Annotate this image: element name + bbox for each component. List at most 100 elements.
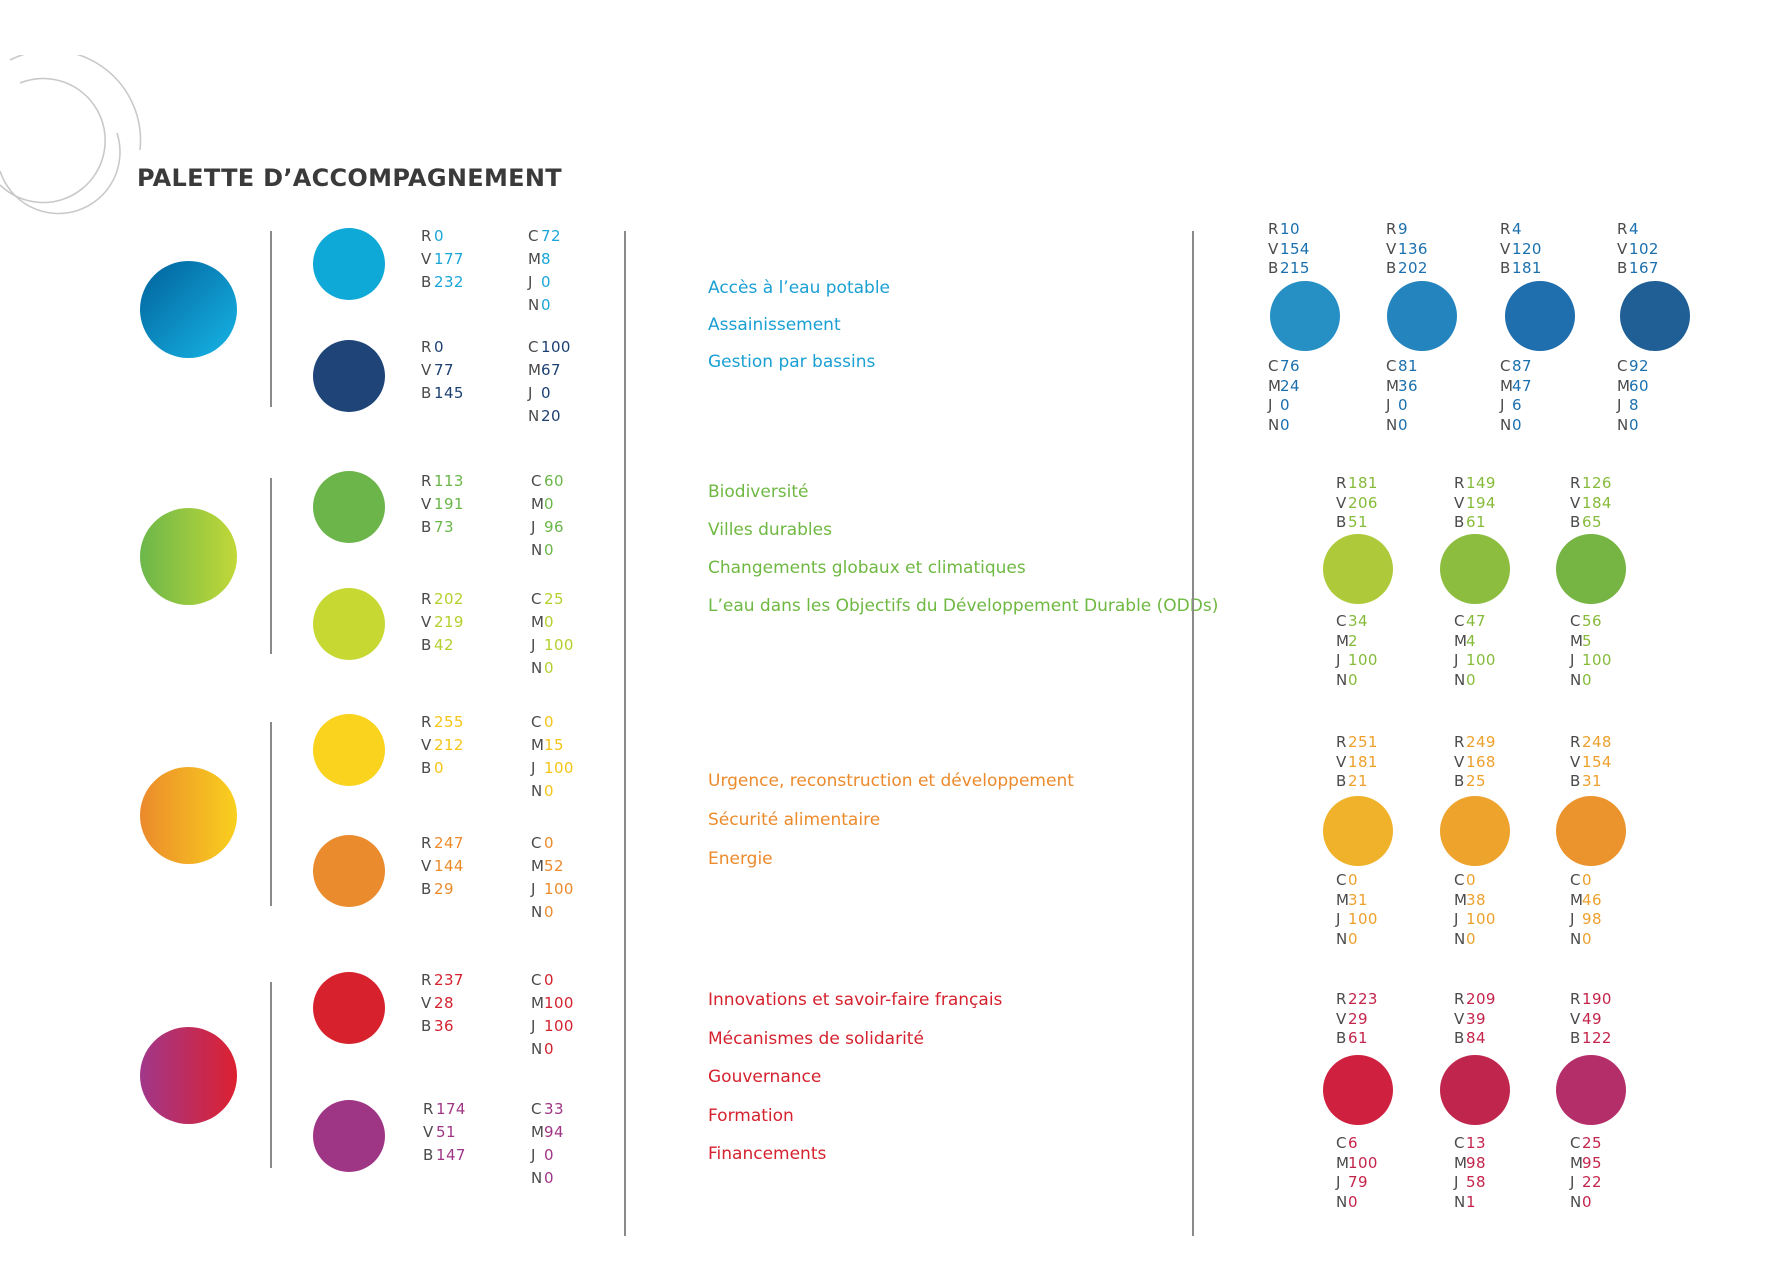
value-key: M bbox=[531, 736, 545, 754]
value-number: 87 bbox=[1512, 357, 1532, 375]
value-row: N0 bbox=[1570, 671, 1612, 691]
value-number: 5 bbox=[1582, 631, 1592, 650]
value-number: 0 bbox=[1582, 1192, 1592, 1211]
value-row: B31 bbox=[1570, 772, 1612, 792]
value-number: 92 bbox=[1629, 357, 1649, 375]
topic-label: Financements bbox=[708, 1144, 827, 1164]
shade-swatch bbox=[1440, 534, 1510, 604]
value-row: J 100 bbox=[1570, 651, 1612, 671]
value-row: N0 bbox=[528, 294, 561, 317]
topic-label: Assainissement bbox=[708, 315, 841, 335]
value-row: R181 bbox=[1336, 474, 1378, 494]
value-number: 0 bbox=[1348, 1192, 1358, 1211]
value-key: R bbox=[1570, 990, 1581, 1008]
value-number: 4 bbox=[1629, 220, 1639, 238]
value-number: 100 bbox=[541, 338, 571, 356]
value-row: N0 bbox=[1570, 1193, 1602, 1213]
value-key: B bbox=[421, 759, 432, 777]
value-row: M0 bbox=[531, 611, 574, 634]
value-number: 0 bbox=[544, 1040, 554, 1058]
value-key: M bbox=[1336, 890, 1350, 909]
value-row: N0 bbox=[531, 539, 564, 562]
value-number: 25 bbox=[1582, 1134, 1602, 1152]
value-row: J 100 bbox=[1454, 910, 1496, 930]
value-key: M bbox=[531, 613, 545, 631]
value-key: V bbox=[421, 495, 432, 513]
shade-rvb-values: R190 V49 B122 bbox=[1570, 990, 1612, 1049]
value-row: N0 bbox=[1268, 416, 1300, 436]
value-key: B bbox=[1500, 259, 1511, 277]
shade-swatch bbox=[1620, 281, 1690, 351]
shade-rvb-values: R10 V154 B215 bbox=[1268, 220, 1310, 279]
shade-rvb-values: R4 V102 B167 bbox=[1617, 220, 1659, 279]
shade-rvb-values: R9 V136 B202 bbox=[1386, 220, 1428, 279]
value-number: 28 bbox=[434, 994, 454, 1012]
value-row: R 113 bbox=[421, 470, 464, 493]
value-row: R10 bbox=[1268, 220, 1310, 240]
value-number: 0 bbox=[1582, 871, 1592, 889]
value-number: 0 bbox=[1398, 396, 1408, 414]
group-bracket-line bbox=[270, 982, 272, 1168]
cmjn-values: C 0 M15 J 100 N0 bbox=[531, 711, 574, 803]
value-row: M2 bbox=[1336, 632, 1378, 652]
value-key: R bbox=[1454, 733, 1465, 751]
value-row: B 42 bbox=[421, 634, 464, 657]
value-number: 100 bbox=[1466, 651, 1496, 669]
value-row: M38 bbox=[1454, 891, 1496, 911]
value-row: M100 bbox=[531, 992, 574, 1015]
group-gradient-circle bbox=[140, 767, 237, 864]
value-number: 42 bbox=[434, 636, 454, 654]
value-key: M bbox=[531, 1123, 545, 1141]
value-number: 100 bbox=[544, 994, 574, 1012]
value-number: 0 bbox=[1348, 670, 1358, 689]
value-number: 33 bbox=[544, 1100, 564, 1118]
value-number: 0 bbox=[544, 782, 554, 800]
value-number: 194 bbox=[1466, 493, 1496, 512]
value-key: B bbox=[1268, 259, 1279, 277]
value-key: J bbox=[1570, 651, 1575, 669]
value-key: V bbox=[1617, 239, 1628, 258]
shade-swatch bbox=[1270, 281, 1340, 351]
value-number: 0 bbox=[1582, 670, 1592, 689]
value-row: V 144 bbox=[421, 855, 464, 878]
value-key: M bbox=[1570, 890, 1584, 909]
value-number: 181 bbox=[1348, 752, 1378, 771]
value-key: J bbox=[1336, 651, 1341, 669]
topic-label: Gestion par bassins bbox=[708, 352, 876, 372]
value-number: 6 bbox=[1348, 1134, 1358, 1152]
value-row: V 177 bbox=[421, 248, 464, 271]
value-number: 79 bbox=[1348, 1173, 1368, 1191]
value-row: N0 bbox=[531, 780, 574, 803]
group-bracket-line bbox=[270, 722, 272, 906]
value-number: 0 bbox=[544, 971, 554, 989]
value-row: V181 bbox=[1336, 753, 1378, 773]
value-key: J bbox=[528, 384, 533, 402]
value-key: N bbox=[1268, 415, 1280, 434]
value-row: V120 bbox=[1500, 240, 1542, 260]
value-row: J 79 bbox=[1336, 1173, 1378, 1193]
value-row: J 58 bbox=[1454, 1173, 1486, 1193]
shade-cmjn-values: C81 M36 J 0 N0 bbox=[1386, 357, 1418, 435]
value-row: N0 bbox=[1454, 930, 1496, 950]
value-key: C bbox=[1454, 612, 1465, 630]
value-key: N bbox=[528, 296, 540, 314]
value-number: 8 bbox=[541, 250, 551, 268]
value-number: 77 bbox=[434, 361, 454, 379]
value-key: N bbox=[1454, 929, 1466, 948]
shade-rvb-values: R4 V120 B181 bbox=[1500, 220, 1542, 279]
value-key: J bbox=[1386, 396, 1391, 414]
value-key: R bbox=[1336, 474, 1347, 492]
value-row: N1 bbox=[1454, 1193, 1486, 1213]
value-number: 2 bbox=[1348, 631, 1358, 650]
value-key: C bbox=[1500, 357, 1511, 375]
topic-label: Biodiversité bbox=[708, 482, 809, 502]
value-row: B 147 bbox=[423, 1144, 466, 1167]
value-number: 100 bbox=[1348, 1153, 1378, 1172]
value-row: B51 bbox=[1336, 513, 1378, 533]
value-number: 9 bbox=[1398, 220, 1408, 238]
value-number: 147 bbox=[436, 1146, 466, 1164]
value-key: J bbox=[1336, 1173, 1341, 1191]
value-number: 249 bbox=[1466, 733, 1496, 751]
